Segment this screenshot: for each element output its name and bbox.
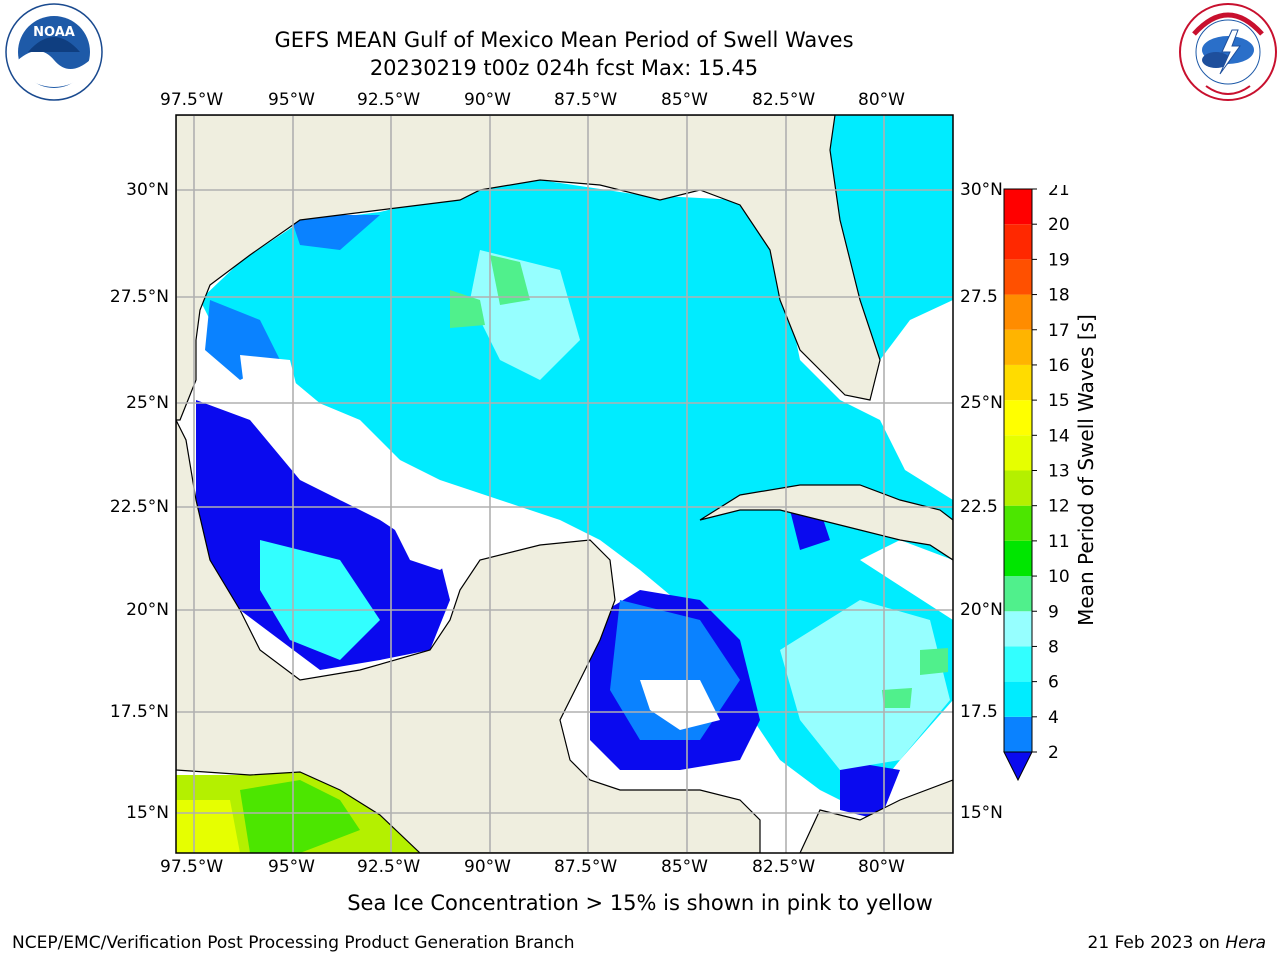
lon-label-bottom: 95°W [268, 857, 315, 877]
credit-left: NCEP/EMC/Verification Post Processing Pr… [12, 933, 575, 953]
lon-label-bottom: 90°W [464, 857, 511, 877]
colorbar-bin [1004, 294, 1032, 330]
colorbar-tick-label: 9 [1048, 602, 1059, 622]
swell-field-low [196, 400, 450, 670]
lat-label-left: 22.5°N [109, 497, 169, 517]
lon-label-bottom: 82.5°W [752, 857, 816, 877]
lat-label-right: 25°N [960, 393, 1003, 413]
colorbar-bin [1004, 189, 1032, 225]
credit-machine: Hera [1225, 933, 1266, 953]
credit-date: 21 Feb 2023 on [1087, 933, 1220, 953]
lat-label-left: 30°N [126, 180, 169, 200]
lon-label-top: 97.5°W [160, 90, 224, 110]
colorbar-bin [1004, 329, 1032, 365]
colorbar-bin [1004, 576, 1032, 612]
lat-label-right: 27.5 [960, 287, 998, 307]
colorbar-bin [1004, 470, 1032, 506]
colorbar-tick-label: 8 [1048, 637, 1059, 657]
land-us [176, 115, 881, 421]
colorbar-bin [1004, 259, 1032, 295]
lon-label-top: 80°W [858, 90, 905, 110]
lon-label-top: 95°W [268, 90, 315, 110]
colorbar-bin [1004, 224, 1032, 260]
colorbar-tick-label: 4 [1048, 708, 1059, 728]
lon-label-top: 82.5°W [752, 90, 816, 110]
colorbar-tick-label: 16 [1048, 356, 1070, 376]
colorbar: 2 4 6 8 9 10 11 12 13 14 15 16 17 18 19 20 21 [1000, 180, 1070, 789]
colorbar-tick-label: 21 [1048, 185, 1070, 200]
colorbar-tick-label: 11 [1048, 532, 1070, 552]
noaa-logo: NOAA [4, 2, 104, 106]
colorbar-bin [1004, 435, 1032, 471]
ice-note: Sea Ice Concentration > 15% is shown in … [347, 891, 933, 915]
lat-label-right: 30°N [960, 180, 1003, 200]
nws-logo [1176, 2, 1280, 106]
lat-label-left: 20°N [126, 600, 169, 620]
lon-label-bottom: 80°W [858, 857, 905, 877]
lon-label-top: 85°W [661, 90, 708, 110]
lat-label-right: 17.5 [960, 702, 998, 722]
lon-label-bottom: 92.5°W [357, 857, 421, 877]
lat-label-left: 25°N [126, 393, 169, 413]
colorbar-tick-label: 20 [1048, 215, 1070, 235]
colorbar-tick-label: 18 [1048, 286, 1070, 306]
colorbar-tick-label: 13 [1048, 462, 1070, 482]
lat-label-right: 15°N [960, 803, 1003, 823]
lon-label-bottom: 85°W [661, 857, 708, 877]
colorbar-bin [1004, 646, 1032, 682]
map-frame [175, 114, 954, 854]
colorbar-label: Mean Period of Swell Waves [s] [1074, 314, 1098, 626]
lat-label-right: 20°N [960, 600, 1003, 620]
lat-label-right: 22.5 [960, 497, 998, 517]
map-subtitle: 20230219 t00z 024h fcst Max: 15.45 [369, 56, 759, 80]
colorbar-bin [1004, 540, 1032, 577]
lon-label-bottom: 97.5°W [160, 857, 224, 877]
colorbar-extension [1003, 751, 1033, 782]
colorbar-tick-label: 6 [1048, 673, 1059, 693]
map-title: GEFS MEAN Gulf of Mexico Mean Period of … [274, 28, 854, 52]
colorbar-bin [1004, 611, 1032, 647]
colorbar-tick-label: 12 [1048, 497, 1070, 517]
colorbar-tick-label: 15 [1048, 391, 1070, 411]
colorbar-tick-label: 10 [1048, 567, 1070, 587]
colorbar-bin [1004, 364, 1032, 401]
lat-label-left: 15°N [126, 803, 169, 823]
lon-label-top: 92.5°W [357, 90, 421, 110]
swell-field-main [200, 180, 953, 810]
lat-label-left: 17.5°N [109, 702, 169, 722]
lon-label-top: 87.5°W [554, 90, 618, 110]
colorbar-bin [1004, 505, 1032, 541]
colorbar-bin [1004, 400, 1032, 436]
land-cuba [699, 484, 953, 561]
lat-label-left: 27.5°N [109, 287, 169, 307]
land-mexico [176, 419, 761, 853]
lon-label-bottom: 87.5°W [554, 857, 618, 877]
colorbar-tick-label: 19 [1048, 250, 1070, 270]
lon-label-top: 90°W [464, 90, 511, 110]
noaa-logo-text: NOAA [33, 25, 75, 40]
credit-right: 21 Feb 2023 on Hera [1088, 933, 1266, 953]
colorbar-tick-label: 17 [1048, 321, 1070, 341]
colorbar-tick-label: 2 [1048, 743, 1059, 763]
colorbar-bin [1004, 716, 1032, 752]
colorbar-bin [1004, 681, 1032, 717]
colorbar-tick-label: 14 [1048, 426, 1070, 446]
